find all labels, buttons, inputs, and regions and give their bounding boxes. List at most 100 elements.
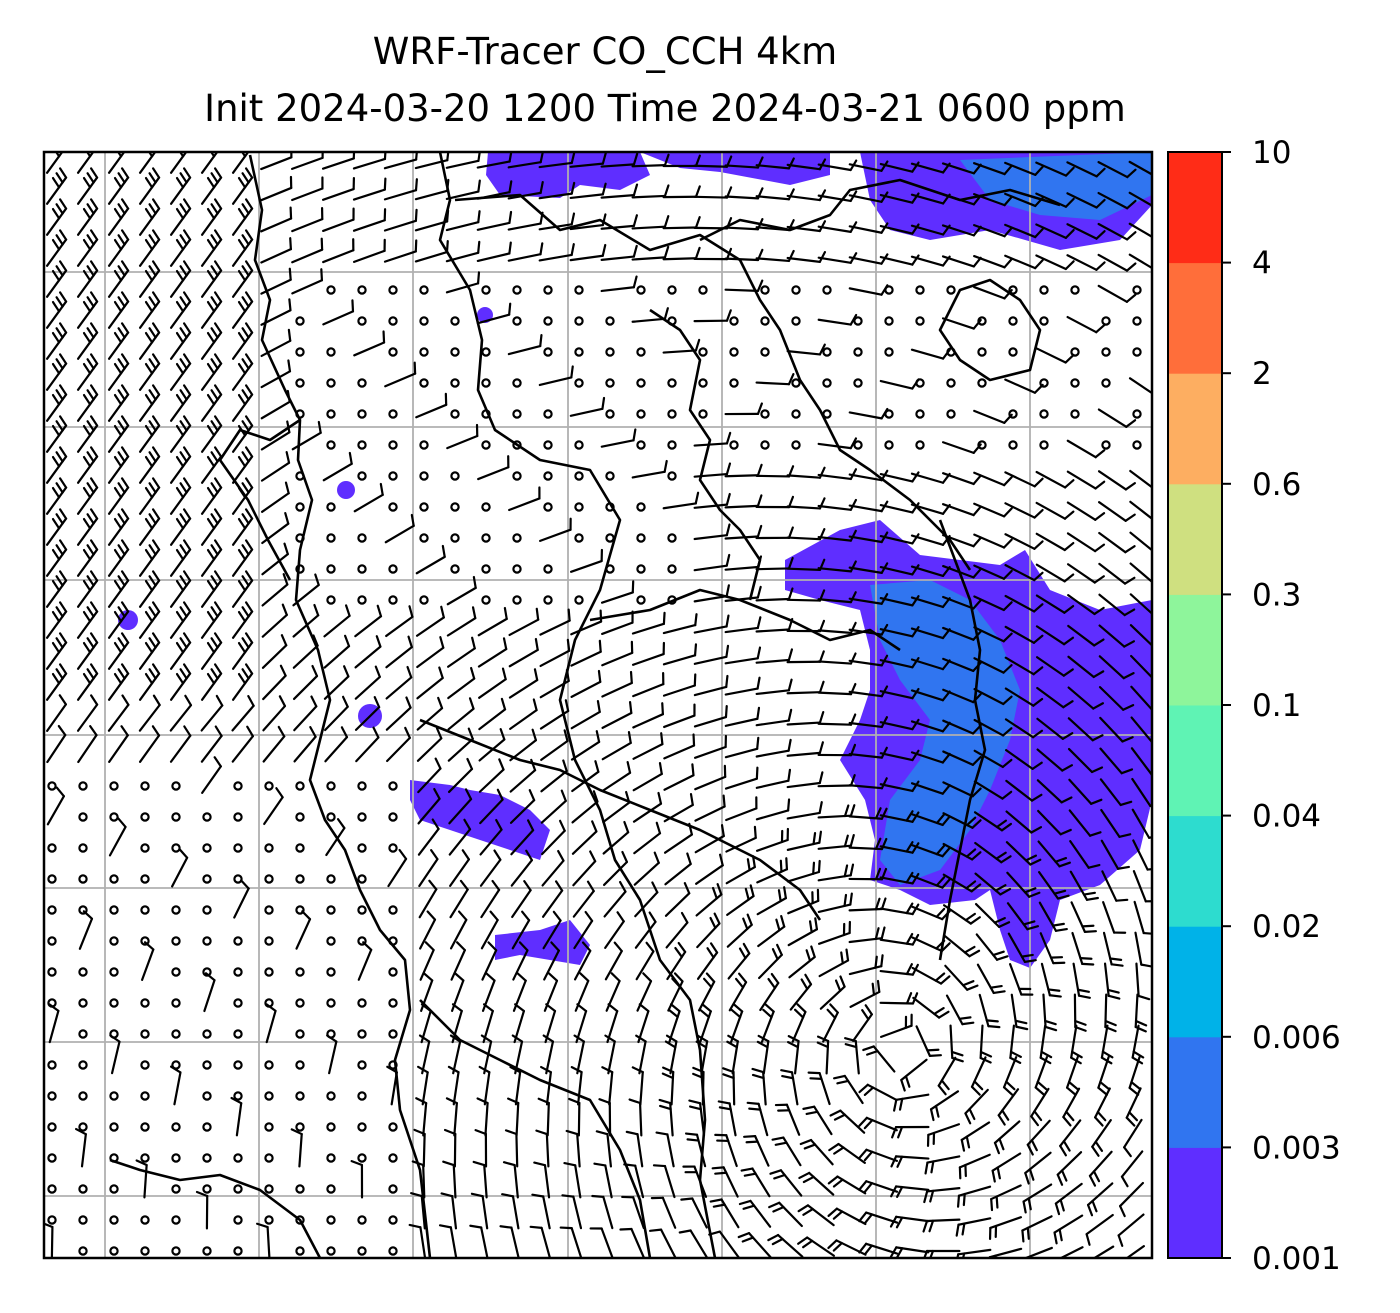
wind-barb-feather [151, 291, 161, 303]
wind-barb-feather [1106, 988, 1120, 994]
wind-barb-feather [720, 824, 725, 838]
wind-barb-feather [1094, 480, 1106, 490]
calm-wind-circle [636, 595, 646, 605]
wind-barb-shaft [973, 780, 1004, 800]
wind-barb-shaft [510, 1226, 520, 1258]
wind-barb-shaft [46, 733, 67, 764]
wind-barb-shaft [570, 650, 602, 667]
wind-barb-shaft [1067, 747, 1094, 774]
calm-wind-circle [822, 378, 832, 388]
wind-barb-shaft [724, 164, 760, 169]
wind-barb-feather [240, 879, 250, 890]
wind-barb-feather [531, 728, 537, 742]
wind-barb-shaft [602, 1195, 614, 1230]
wind-barb-feather [89, 198, 99, 210]
wind-barb-shaft [1066, 532, 1097, 553]
calm-wind-circle [574, 595, 584, 605]
wind-barb-feather [1036, 1080, 1048, 1091]
wind-barb-shaft [601, 771, 632, 792]
wind-barb-feather [244, 508, 254, 520]
wind-barb-shaft [1100, 808, 1121, 838]
wind-barb-feather [336, 818, 346, 830]
wind-barb-feather [213, 446, 223, 458]
calm-wind-circle [202, 812, 212, 822]
wind-barb-feather [504, 1129, 518, 1136]
wind-barb-shaft [848, 163, 883, 172]
wind-barb-shaft [570, 710, 601, 730]
wind-barb-shaft [1092, 1245, 1115, 1258]
wind-barb-feather [417, 1065, 429, 1074]
wind-barb-feather [844, 1043, 858, 1049]
wind-barb-feather [730, 1008, 742, 1019]
wind-barb-feather [398, 848, 408, 860]
wind-barb-feather [89, 291, 99, 303]
wind-barb-shaft [724, 474, 760, 478]
wind-barb-feather [771, 948, 779, 961]
calm-wind-circle [47, 874, 57, 884]
wind-barb-shaft [570, 680, 602, 698]
calm-wind-circle [295, 967, 305, 977]
wind-barb-feather [169, 1065, 182, 1074]
wind-barb-shaft [291, 248, 324, 264]
calm-wind-circle [264, 1153, 274, 1163]
wind-barb-feather [849, 437, 858, 450]
calm-wind-circle [326, 502, 336, 512]
calm-wind-circle [326, 1215, 336, 1225]
wind-barb-feather [151, 570, 161, 582]
wind-barb-feather [58, 508, 68, 520]
wind-barb-feather [1092, 702, 1105, 710]
wind-barb-shaft [1005, 779, 1034, 802]
wind-barb-feather [814, 917, 819, 931]
wind-barb-shaft [755, 226, 791, 232]
wind-barb-feather [1054, 856, 1068, 863]
wind-barb-feather [1026, 1143, 1034, 1156]
calm-wind-circle [853, 316, 863, 326]
wind-barb-shaft [476, 191, 511, 200]
wind-barb-shaft [755, 195, 790, 201]
wind-barb-feather [478, 1065, 491, 1074]
wind-barb-shaft [662, 257, 698, 261]
wind-barb-feather [601, 1066, 614, 1074]
calm-wind-circle [326, 781, 336, 791]
wind-barb-feather [213, 570, 223, 582]
wind-barb-feather [1120, 1175, 1129, 1188]
wind-barb-feather [55, 544, 64, 556]
wind-barb-shaft [817, 535, 852, 542]
wind-barb-feather [498, 758, 505, 771]
wind-barb-feather [911, 811, 920, 823]
wind-barb-shaft [910, 751, 944, 764]
calm-wind-circle [450, 533, 460, 543]
wind-barb-shaft [1066, 315, 1098, 334]
wind-barb-feather [144, 300, 154, 313]
wind-barb-shaft [755, 381, 791, 386]
calm-wind-circle [791, 440, 801, 450]
wind-barb-feather [471, 606, 477, 620]
wind-barb-shaft [415, 403, 448, 419]
calm-wind-circle [698, 409, 708, 419]
calm-wind-circle [171, 1246, 181, 1256]
calm-wind-circle [543, 471, 553, 481]
wind-barb-feather [442, 1160, 455, 1167]
wind-barb-feather [529, 1225, 543, 1229]
wind-barb-shaft [848, 752, 883, 759]
wind-barb-feather [911, 903, 920, 916]
wind-barb-shaft [416, 707, 444, 731]
wind-barb-feather [435, 727, 443, 740]
wind-barb-feather [455, 941, 466, 952]
wind-barb-shaft [383, 158, 418, 170]
wind-barb-feather [179, 451, 188, 463]
wind-barb-feather [237, 331, 247, 344]
calm-wind-circle [47, 1184, 57, 1194]
wind-barb-feather [240, 152, 247, 158]
wind-barb-feather [972, 630, 982, 641]
wind-barb-feather [182, 167, 192, 179]
wind-barb-feather [1003, 257, 1013, 269]
wind-barb-shaft [50, 1225, 54, 1258]
calm-wind-circle [202, 967, 212, 977]
wind-barb-feather [550, 941, 560, 952]
wind-barb-feather [725, 492, 731, 506]
wind-barb-feather [1151, 710, 1152, 711]
border-east-inland [938, 278, 1042, 382]
wind-barb-feather [796, 1003, 807, 1014]
wind-barb-feather [89, 601, 99, 613]
